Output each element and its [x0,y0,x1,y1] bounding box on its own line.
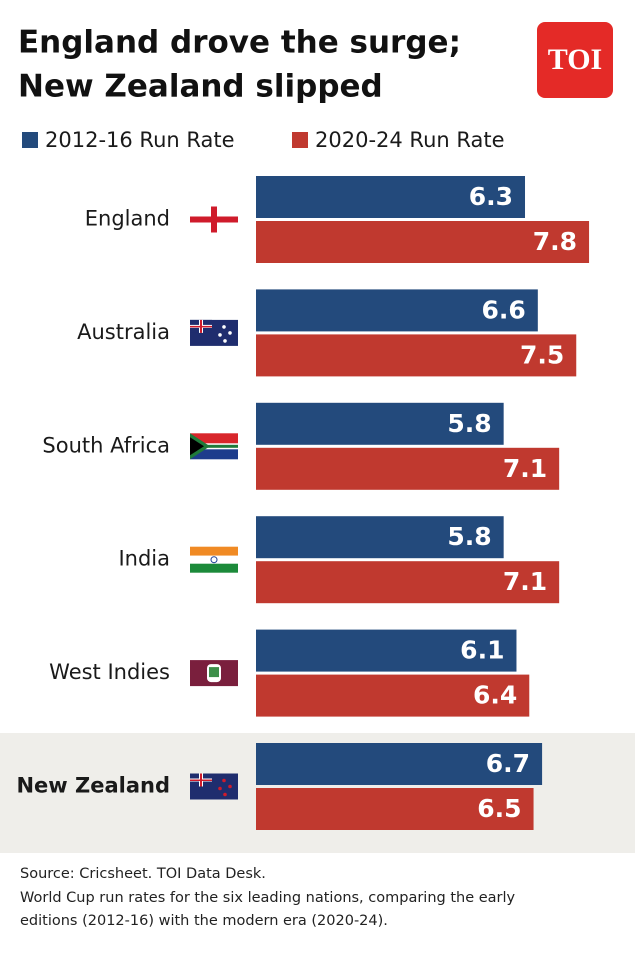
flag [190,319,238,346]
category-label: New Zealand [16,774,170,798]
chart-title: England drove the surge; [18,25,461,61]
note: World Cup run rates for the six leading … [20,890,516,906]
source: Source: Cricsheet. TOI Data Desk. [20,866,266,882]
bar [256,674,530,717]
flag [190,433,238,460]
legend-label: 2020-24 Run Rate [315,128,505,152]
value-label: 5.8 [447,522,491,551]
flag [190,546,238,573]
category-label: Australia [77,320,170,344]
value-label: 6.3 [469,182,513,211]
flag-part [218,786,222,791]
flag-part [200,319,202,333]
bar [256,221,590,263]
bar [256,561,560,604]
category-label: South Africa [42,433,170,457]
bar [256,516,504,559]
flag-part [190,216,238,223]
flag-part [210,556,218,564]
category-label: England [85,207,170,231]
category-label: West Indies [49,660,170,684]
bar [256,447,560,490]
flag [190,660,238,687]
bar [256,629,517,672]
value-label: 5.8 [447,409,491,438]
bar [256,402,504,445]
bar [256,334,577,377]
value-label: 6.7 [486,749,530,778]
flag-part [200,773,202,787]
legend-swatch [22,132,38,148]
value-label: 7.1 [503,567,547,596]
flag-part [209,667,219,678]
flag-part [190,437,204,456]
legend-label: 2012-16 Run Rate [45,128,235,152]
logo-box [537,22,613,98]
flag-part [223,339,227,343]
bar [256,176,526,218]
chart-title: New Zealand slipped [18,69,383,105]
flag-part [190,444,238,448]
flag-part [228,331,232,335]
flag-part [190,555,238,564]
value-label: 7.5 [520,340,564,369]
flag-part [222,325,226,329]
flag-part [222,778,226,783]
flag-part [190,563,238,573]
flag-part [190,546,238,556]
value-label: 7.1 [503,454,547,483]
value-label: 7.8 [533,227,577,256]
bar [256,743,543,785]
legend-swatch [292,132,308,148]
flag [190,773,238,800]
logo: TOI [548,43,602,76]
bar [256,788,534,830]
bar [256,289,538,332]
flag-part [218,333,222,337]
value-label: 6.4 [473,681,517,710]
flag-part [228,784,232,789]
value-label: 6.1 [460,636,504,665]
value-label: 6.5 [477,794,521,823]
flag [190,206,238,233]
note: editions (2012-16) with the modern era (… [20,913,388,929]
category-label: India [118,547,170,571]
value-label: 6.6 [482,295,526,324]
flag-part [223,792,227,797]
